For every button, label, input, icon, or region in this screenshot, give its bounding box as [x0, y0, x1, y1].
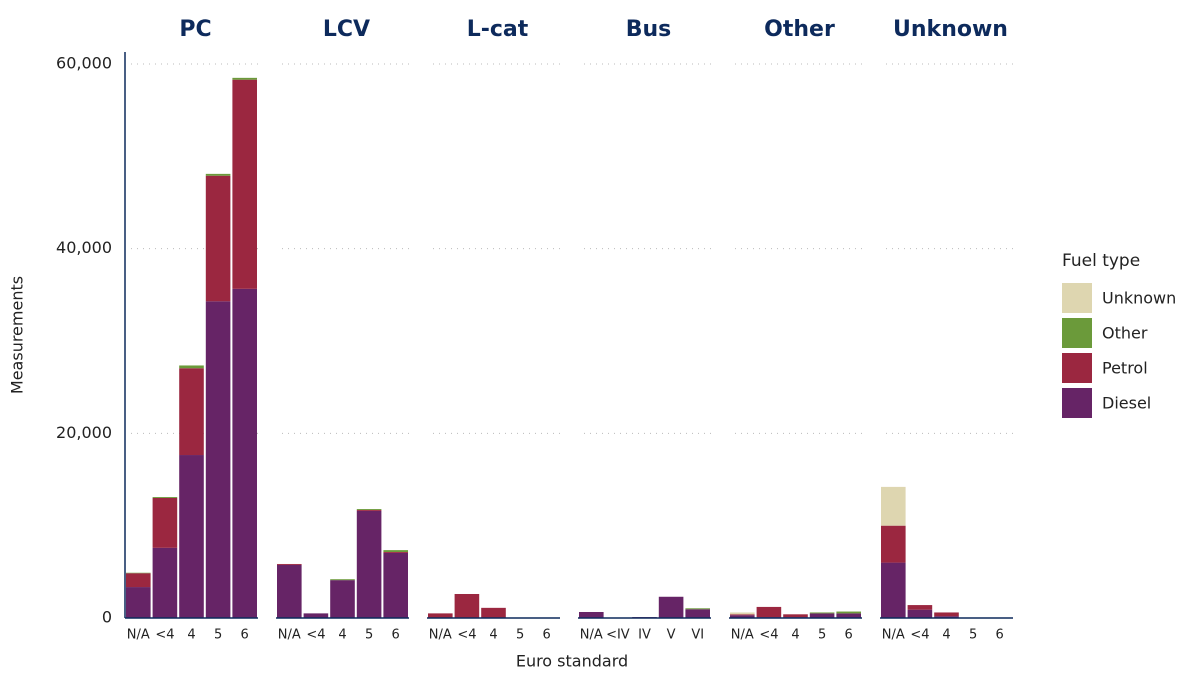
bar-segment — [277, 565, 302, 618]
x-tick-label: <IV — [606, 628, 630, 643]
x-tick-label: 6 — [996, 628, 1004, 643]
bar-segment — [330, 580, 355, 618]
x-tick-label: 6 — [543, 628, 551, 643]
bar-segment — [206, 174, 231, 176]
x-tick-label: 6 — [845, 628, 853, 643]
bar-segment — [206, 301, 231, 618]
x-tick-label: 4 — [942, 628, 950, 643]
y-tick-label: 60,000 — [56, 54, 112, 73]
x-tick-label: N/A — [882, 628, 905, 643]
bar-segment — [383, 552, 408, 553]
x-tick-label: 4 — [791, 628, 799, 643]
y-tick-label: 0 — [102, 608, 112, 627]
x-tick-label: 5 — [214, 628, 222, 643]
bar-segment — [383, 553, 408, 618]
bar-segment — [659, 597, 684, 618]
bar-segment — [908, 610, 933, 618]
bar-segment — [179, 455, 204, 618]
legend-label: Diesel — [1102, 394, 1151, 413]
bar-segment — [357, 509, 382, 510]
x-tick-label: 5 — [818, 628, 826, 643]
x-tick-label: <4 — [759, 628, 778, 643]
x-tick-label: N/A — [278, 628, 301, 643]
bar-segment — [153, 498, 178, 548]
x-tick-label: 6 — [392, 628, 400, 643]
bar-segment — [730, 614, 755, 615]
x-tick-label: N/A — [731, 628, 754, 643]
bar-segment — [179, 368, 204, 455]
bar-segment — [579, 612, 604, 618]
bar-segment — [685, 609, 710, 618]
x-tick-label: 4 — [489, 628, 497, 643]
bar-segment — [881, 487, 906, 526]
x-tick-label: <4 — [457, 628, 476, 643]
bar-segment — [934, 612, 959, 616]
bar-segment — [232, 289, 257, 618]
x-tick-label: 4 — [187, 628, 195, 643]
bar-segment — [836, 612, 861, 614]
x-tick-label: <4 — [910, 628, 929, 643]
bar-segment — [757, 607, 782, 617]
panel-title: LCV — [323, 17, 370, 42]
bar-segment — [881, 563, 906, 618]
x-tick-label: <4 — [155, 628, 174, 643]
y-tick-label: 20,000 — [56, 423, 112, 442]
panel-title: Bus — [626, 17, 672, 42]
legend-label: Unknown — [1102, 289, 1176, 308]
x-tick-label: 6 — [241, 628, 249, 643]
bar-segment — [357, 510, 382, 511]
x-tick-label: N/A — [429, 628, 452, 643]
x-tick-label: V — [667, 628, 676, 643]
bar-segment — [232, 78, 257, 80]
legend-title: Fuel type — [1062, 251, 1140, 271]
x-tick-label: 5 — [516, 628, 524, 643]
panel-title: L-cat — [467, 17, 529, 42]
bar-segment — [810, 612, 835, 613]
bar-segment — [153, 548, 178, 618]
legend-swatch — [1062, 353, 1092, 383]
x-tick-label: N/A — [580, 628, 603, 643]
bar-segment — [783, 614, 808, 617]
bar-segment — [277, 564, 302, 565]
y-tick-label: 40,000 — [56, 238, 112, 257]
bar-segment — [232, 80, 257, 289]
x-tick-label: 5 — [969, 628, 977, 643]
bar-segment — [455, 594, 480, 618]
legend-swatch — [1062, 283, 1092, 313]
bar-segment — [206, 176, 231, 302]
x-tick-label: N/A — [127, 628, 150, 643]
x-tick-label: IV — [638, 628, 651, 643]
bar-segment — [481, 608, 506, 618]
bar-segment — [881, 526, 906, 563]
bar-segment — [383, 550, 408, 552]
y-axis-label: Measurements — [8, 276, 27, 394]
legend-label: Petrol — [1102, 359, 1148, 378]
x-tick-label: 5 — [365, 628, 373, 643]
bar-segment — [153, 497, 178, 498]
legend-swatch — [1062, 318, 1092, 348]
bar-segment — [126, 587, 151, 618]
bar-segment — [730, 612, 755, 614]
panel-title: Other — [764, 17, 835, 42]
bar-segment — [126, 573, 151, 587]
bar-segment — [908, 605, 933, 610]
bar-segment — [357, 511, 382, 618]
bar-segment — [685, 608, 710, 609]
x-tick-label: VI — [691, 628, 704, 643]
bar-segment — [179, 365, 204, 368]
x-axis-label: Euro standard — [516, 652, 628, 671]
x-tick-label: 4 — [338, 628, 346, 643]
panel-title: PC — [179, 17, 211, 42]
legend-label: Other — [1102, 324, 1148, 343]
legend-swatch — [1062, 388, 1092, 418]
x-tick-label: <4 — [306, 628, 325, 643]
panel-title: Unknown — [893, 17, 1008, 42]
bar-segment — [330, 579, 355, 580]
